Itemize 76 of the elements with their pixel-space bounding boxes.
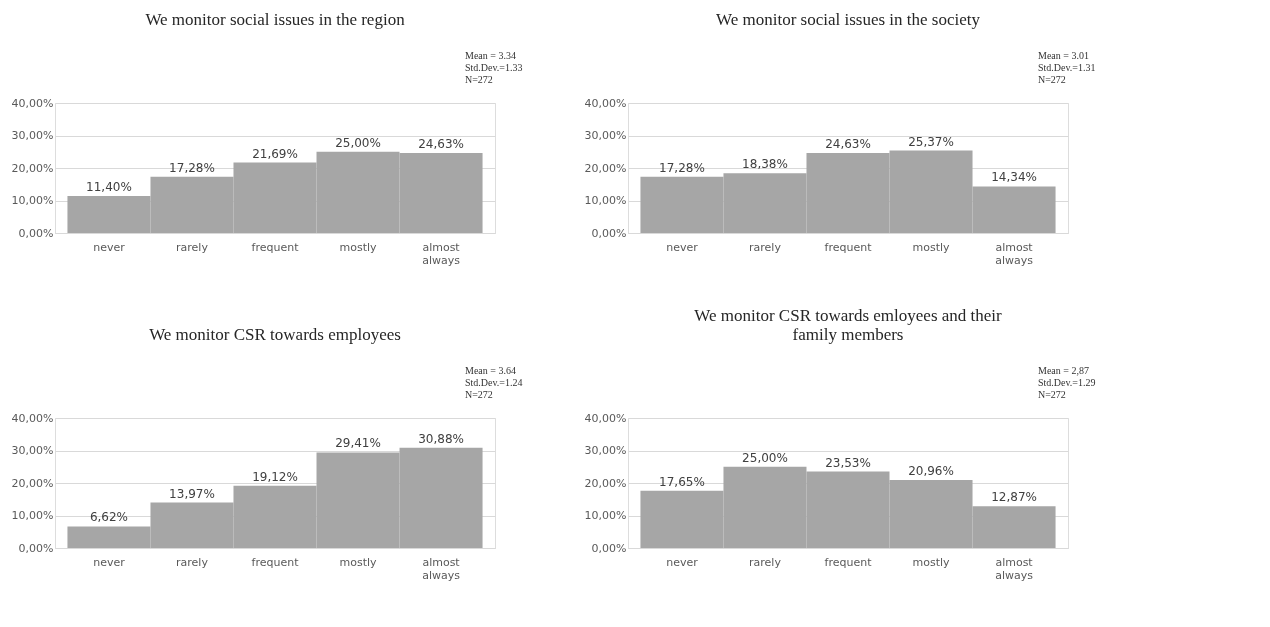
text: Mean = 3.01 [1038, 50, 1089, 61]
chart-title: We monitor social issues in the society [716, 10, 981, 29]
x-tick-label: mostly [339, 555, 378, 569]
x-tick-label: rarely [176, 240, 209, 254]
data-label: 12,87% [991, 490, 1037, 505]
y-tick-label: 20,00% [584, 161, 627, 175]
text: Mean = 2,87 [1038, 365, 1089, 376]
x-tick-label: almost always [422, 555, 461, 582]
y-tick-label: 10,00% [584, 509, 627, 522]
chart-title: We monitor CSR towards emloyees and their family members [694, 306, 1003, 344]
text: N=272 [1038, 74, 1066, 85]
y-tick-label: 10,00% [584, 194, 627, 207]
y-tick-label: 20,00% [11, 476, 54, 490]
data-label: 25,37% [908, 134, 954, 149]
data-label: 6,62% [89, 510, 129, 525]
y-tick-label: 40,00% [584, 96, 627, 110]
data-label: 17,28% [659, 160, 705, 175]
x-tick-label: rarely [176, 555, 209, 569]
y-tick-label: 30,00% [11, 444, 54, 457]
data-label: 29,41% [335, 436, 381, 451]
x-tick-label: mostly [912, 240, 951, 254]
y-tick-label: 0,00% [591, 541, 627, 555]
y-tick-label: 40,00% [11, 96, 54, 110]
text: Mean = 3.64 [465, 365, 516, 376]
y-tick-label: 20,00% [11, 161, 54, 175]
text: N=272 [465, 389, 493, 400]
text: Std.Dev.=1.29 [1038, 377, 1096, 388]
data-label: 23,53% [825, 455, 871, 470]
y-tick-label: 30,00% [584, 444, 627, 457]
data-label: 24,63% [825, 136, 871, 151]
y-tick-label: 0,00% [591, 226, 627, 240]
x-tick-label: almost always [995, 240, 1034, 267]
data-label: 25,00% [335, 135, 381, 150]
chart-title: We monitor CSR towards employees [149, 325, 401, 344]
x-tick-label: frequent [251, 555, 300, 569]
x-tick-label: never [93, 240, 126, 254]
x-tick-label: frequent [824, 555, 873, 569]
x-tick-label: never [666, 555, 699, 569]
y-tick-label: 0,00% [18, 226, 54, 240]
data-label: 17,28% [169, 160, 215, 175]
text: Mean = 3.34 [465, 50, 516, 61]
data-label: 20,96% [908, 463, 954, 478]
x-tick-label: never [666, 240, 699, 254]
data-label: 30,88% [418, 431, 464, 446]
text: Std.Dev.=1.33 [465, 62, 523, 73]
text: Std.Dev.=1.24 [465, 377, 523, 388]
x-tick-label: frequent [824, 240, 873, 254]
y-tick-label: 40,00% [11, 411, 54, 425]
text: N=272 [465, 74, 493, 85]
data-label: 25,00% [742, 450, 788, 465]
data-label: 13,97% [169, 486, 215, 501]
data-label: 21,69% [252, 146, 298, 161]
x-tick-label: mostly [912, 555, 951, 569]
x-tick-label: rarely [749, 240, 782, 254]
x-tick-label: almost always [995, 555, 1034, 582]
data-label: 11,40% [86, 179, 132, 194]
y-tick-label: 30,00% [11, 129, 54, 142]
x-tick-label: never [93, 555, 126, 569]
x-tick-label: frequent [251, 240, 300, 254]
x-tick-label: rarely [749, 555, 782, 569]
x-tick-label: almost always [422, 240, 461, 267]
y-tick-label: 30,00% [584, 129, 627, 142]
chart-title: We monitor social issues in the region [145, 10, 406, 29]
x-tick-label: mostly [339, 240, 378, 254]
data-label: 17,65% [659, 474, 705, 489]
y-tick-label: 10,00% [11, 509, 54, 522]
data-label: 19,12% [252, 469, 298, 484]
text: N=272 [1038, 389, 1066, 400]
data-label: 24,63% [418, 136, 464, 151]
y-tick-label: 20,00% [584, 476, 627, 490]
data-label: 14,34% [991, 170, 1037, 185]
y-tick-label: 0,00% [18, 541, 54, 555]
y-tick-label: 40,00% [584, 411, 627, 425]
text: Std.Dev.=1.31 [1038, 62, 1096, 73]
data-label: 18,38% [742, 157, 788, 172]
y-tick-label: 10,00% [11, 194, 54, 207]
